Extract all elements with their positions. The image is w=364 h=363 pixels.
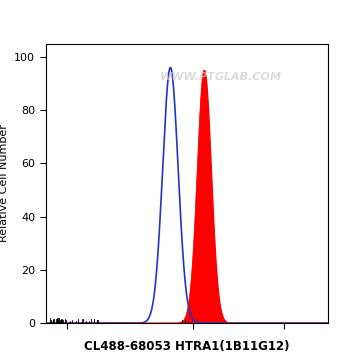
X-axis label: CL488-68053 HTRA1(1B11G12): CL488-68053 HTRA1(1B11G12) xyxy=(84,340,289,353)
Y-axis label: Relative Cell Number: Relative Cell Number xyxy=(0,125,8,242)
Text: WWW.PTGLAB.COM: WWW.PTGLAB.COM xyxy=(159,72,281,82)
